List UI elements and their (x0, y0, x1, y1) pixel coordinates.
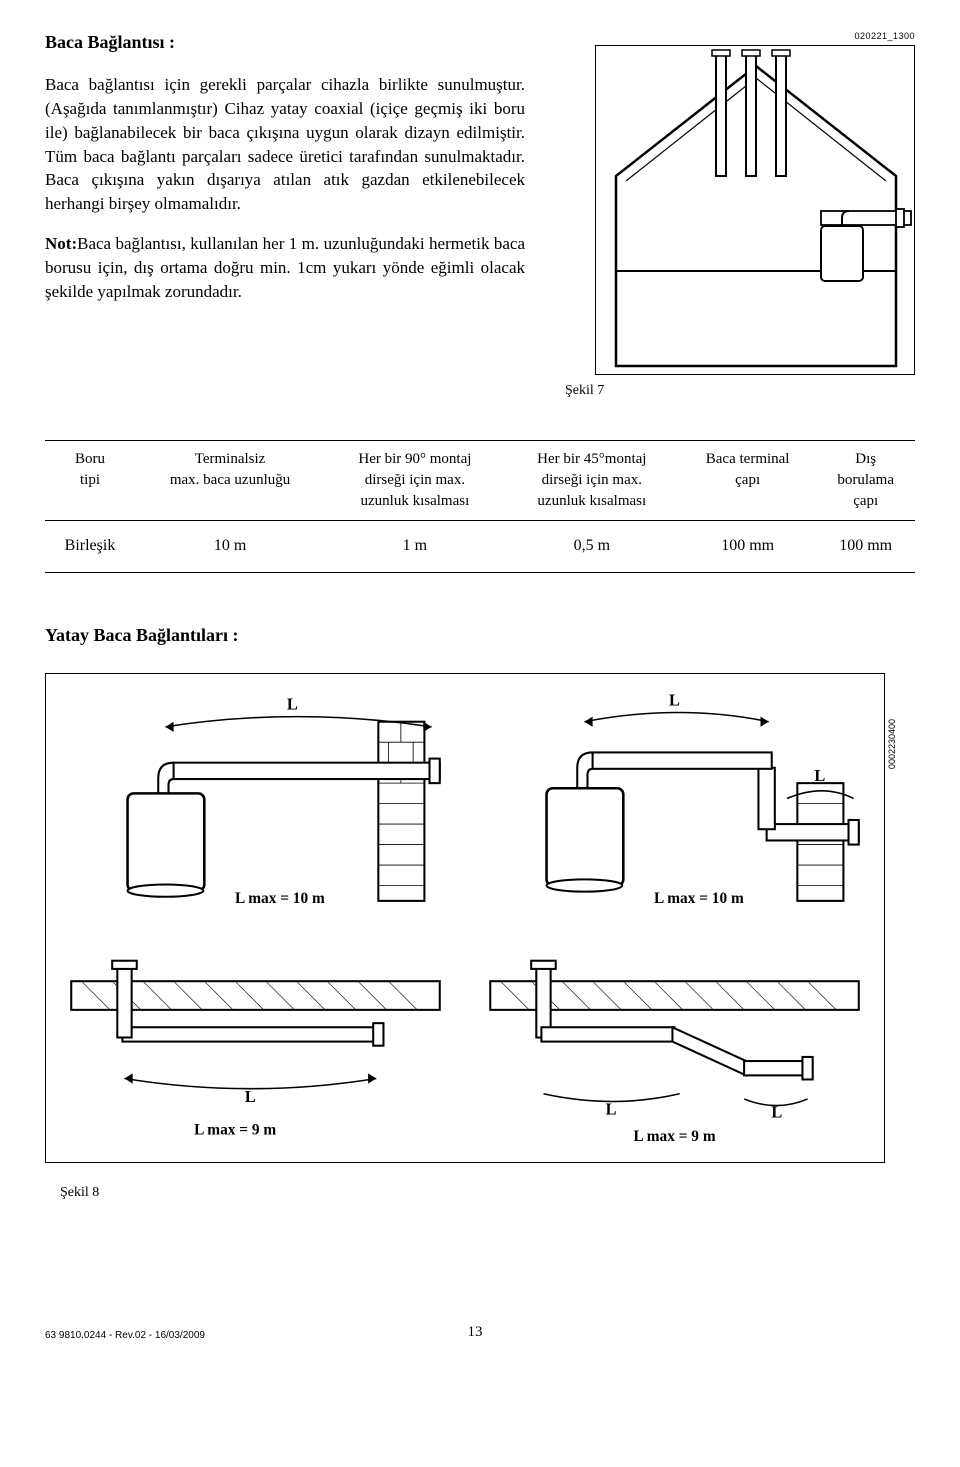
svg-text:L: L (606, 1099, 617, 1118)
figure8-frame: 0002230400 (45, 673, 885, 1163)
figure7-label: Şekil 7 (565, 381, 604, 401)
figure7-diagram (595, 45, 915, 375)
th-45deg: Her bir 45°montaj dirseği için max. uzun… (505, 441, 679, 521)
flue-spec-table: Boru tipi Terminalsiz max. baca uzunluğu… (45, 440, 915, 572)
figure8-code: 0002230400 (886, 719, 899, 769)
subsection-heading: Yatay Baca Bağlantıları : (45, 623, 915, 648)
svg-text:L: L (771, 1102, 782, 1121)
svg-text:L: L (245, 1087, 256, 1106)
dim-L: L (287, 694, 298, 713)
svg-text:L: L (669, 690, 680, 709)
page-number: 13 (205, 1322, 745, 1343)
note-lead: Not: (45, 234, 77, 253)
note-body: Baca bağlantısı, kullanılan her 1 m. uzu… (45, 234, 525, 301)
diagram-top-right: L L L max = 10 m (480, 689, 869, 908)
th-90deg: Her bir 90° montaj dirseği için max. uzu… (325, 441, 505, 521)
lmax10-label: L max = 10 m (235, 890, 325, 907)
figure7-code: 020221_1300 (854, 30, 915, 43)
paragraph-1: Baca bağlantısı için gerekli parçalar ci… (45, 73, 525, 216)
th-terminal-cap: Baca terminal çapı (679, 441, 816, 521)
svg-text:L max = 9 m: L max = 9 m (634, 1128, 716, 1145)
table-row: Birleşik 10 m 1 m 0,5 m 100 mm 100 mm (45, 521, 915, 572)
diagram-top-left: L L max = 10 m (61, 689, 450, 908)
diagram-bottom-right: L L L max = 9 m (480, 928, 869, 1147)
footer-revision: 63 9810.0244 - Rev.02 - 16/03/2009 (45, 1329, 205, 1343)
th-dis-cap: Dış borulama çapı (816, 441, 915, 521)
diagram-bottom-left: L L max = 9 m (61, 928, 450, 1147)
svg-text:L max = 10 m: L max = 10 m (654, 890, 744, 907)
section-heading: Baca Bağlantısı : (45, 30, 525, 55)
paragraph-note: Not:Baca bağlantısı, kullanılan her 1 m.… (45, 232, 525, 303)
th-terminalsiz: Terminalsiz max. baca uzunluğu (135, 441, 325, 521)
svg-text:L max = 9 m: L max = 9 m (194, 1122, 276, 1139)
svg-text:L: L (814, 766, 825, 785)
figure8-label: Şekil 8 (60, 1183, 915, 1203)
th-boru-tipi: Boru tipi (45, 441, 135, 521)
